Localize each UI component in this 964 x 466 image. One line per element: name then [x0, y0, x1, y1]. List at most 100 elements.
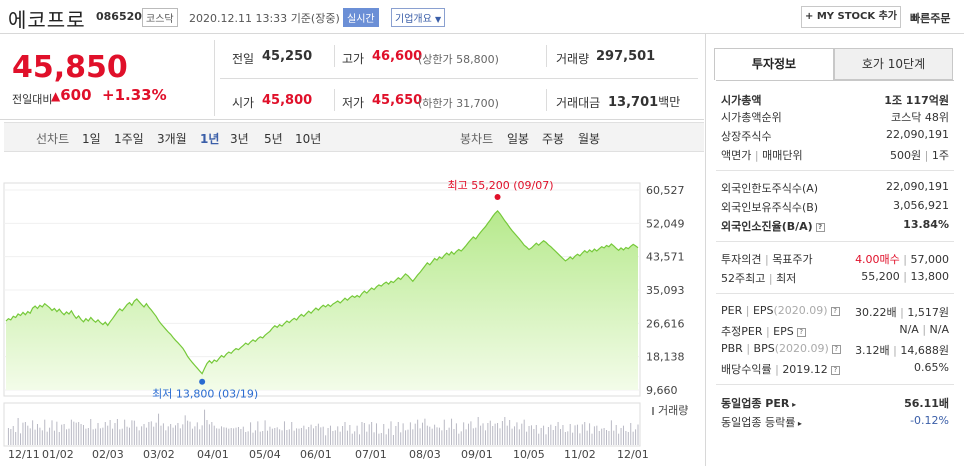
volume-bar	[107, 425, 109, 445]
volume-bar	[569, 424, 571, 445]
sector-per-row: 동일업종 PER ▸ 56.11배	[721, 395, 949, 411]
chevron-right-icon: ▸	[789, 400, 797, 409]
volume-bar	[528, 426, 530, 445]
volume-bar	[22, 422, 24, 445]
dividend-label: 배당수익률	[721, 363, 772, 376]
tab-quote-10[interactable]: 호가 10단계	[834, 48, 953, 80]
x-tick-label: 10/05	[513, 448, 545, 461]
unit-value: 1주	[931, 149, 949, 162]
volume-bar	[591, 433, 593, 445]
mktcap-label: 시가총액	[721, 94, 762, 107]
dividend-row: 배당수익률 | 2019.12? 0.65%	[721, 361, 949, 376]
line-chart-label: 선차트	[36, 132, 70, 146]
period-10y[interactable]: 10년	[295, 132, 322, 146]
volume-frame	[3, 402, 641, 447]
help-icon[interactable]: ?	[815, 223, 825, 232]
foreign-limit-row: 외국인한도주식수(A) 22,090,191	[721, 180, 949, 196]
volume-bar	[487, 423, 489, 445]
high-label: 고가	[342, 52, 365, 66]
volume-bar	[121, 428, 123, 445]
datetime: 2020.12.11 13:33 기준(장중)	[189, 10, 340, 26]
divider	[546, 45, 547, 67]
volume-bar	[291, 422, 293, 445]
eps-value: 1,517원	[907, 306, 949, 319]
volume-bar	[75, 422, 77, 445]
volume-bar	[90, 419, 92, 445]
volume-bar	[574, 425, 576, 445]
volume-bar	[472, 428, 474, 445]
x-tick-label: 04/01	[197, 448, 229, 461]
candle-monthly[interactable]: 월봉	[578, 132, 601, 146]
eps-label: EPS	[752, 304, 774, 317]
quick-order-button[interactable]: 빠른주문	[910, 12, 951, 25]
volume-bar	[126, 426, 128, 445]
volume-bar	[170, 424, 172, 445]
row-divider	[716, 241, 954, 242]
volume-bar	[242, 426, 244, 445]
shares-value: 22,090,191	[886, 128, 949, 141]
amount-label: 거래대금	[556, 96, 601, 110]
mktcap-rank-label: 시가총액순위	[721, 111, 782, 124]
period-1w[interactable]: 1주일	[114, 132, 144, 146]
volume-bar	[167, 426, 169, 445]
volume-bar	[438, 427, 440, 445]
target-label: 목표주가	[772, 253, 813, 266]
prev-close-value: 45,250	[262, 49, 313, 64]
volume-bar	[44, 419, 46, 445]
volume-bar	[489, 420, 491, 445]
volume-bar	[354, 431, 356, 445]
volume-bar	[288, 429, 290, 445]
mktcap-value: 1조 117억원	[884, 94, 949, 107]
row-divider	[716, 293, 954, 294]
volume-bar	[177, 423, 179, 445]
add-mystock-button[interactable]: + MY STOCK 추가	[801, 6, 901, 28]
realtime-button[interactable]: 실시간	[343, 8, 379, 27]
volume-bar	[579, 433, 581, 445]
volume-bar	[158, 413, 160, 445]
volume-bar	[482, 423, 484, 445]
volume-bar	[448, 427, 450, 445]
help-icon[interactable]: ?	[831, 345, 841, 354]
low-value: 45,650	[372, 93, 423, 108]
volume-bar	[218, 428, 220, 445]
volume-bar	[148, 422, 150, 445]
volume-bar	[453, 429, 455, 445]
volume-bar	[112, 428, 114, 445]
volume-bar	[276, 427, 278, 445]
volume-bar	[320, 427, 322, 445]
period-3y[interactable]: 3년	[230, 132, 249, 146]
period-1y[interactable]: 1년	[200, 132, 220, 146]
help-icon[interactable]: ?	[796, 328, 806, 337]
volume-bar	[305, 429, 307, 445]
period-1d[interactable]: 1일	[82, 132, 101, 146]
sector-change-label: 동일업종 등락률	[721, 416, 796, 429]
volume-bar	[584, 422, 586, 445]
x-tick-label: 02/03	[92, 448, 124, 461]
chevron-right-icon: ▸	[795, 419, 802, 428]
market-badge: 코스닥	[142, 8, 178, 27]
high-value: 46,600	[372, 49, 423, 64]
candle-daily[interactable]: 일봉	[507, 132, 530, 146]
volume-bar	[39, 427, 41, 445]
x-tick-label: 01/02	[42, 448, 74, 461]
volume-bar	[10, 429, 12, 445]
tab-investment-info[interactable]: 투자정보	[714, 48, 834, 80]
volume-bar	[339, 431, 341, 445]
help-icon[interactable]: ?	[830, 366, 840, 375]
volume-bar	[274, 428, 276, 445]
change-amount: ▲600	[51, 86, 92, 104]
volume-bar	[162, 423, 164, 445]
company-info-dropdown[interactable]: 기업개요 ▼	[391, 8, 446, 27]
volume-bar	[293, 430, 295, 445]
volume-bar	[458, 433, 460, 445]
volume-bar	[426, 425, 428, 445]
volume-bar	[552, 430, 554, 445]
volume-bar	[145, 427, 147, 445]
low-label: 저가	[342, 96, 365, 110]
volume-label: 거래량	[658, 404, 688, 417]
period-3m[interactable]: 3개월	[157, 132, 187, 146]
volume-bars	[7, 409, 639, 445]
candle-weekly[interactable]: 주봉	[542, 132, 565, 146]
period-5y[interactable]: 5년	[264, 132, 283, 146]
help-icon[interactable]: ?	[830, 307, 840, 316]
